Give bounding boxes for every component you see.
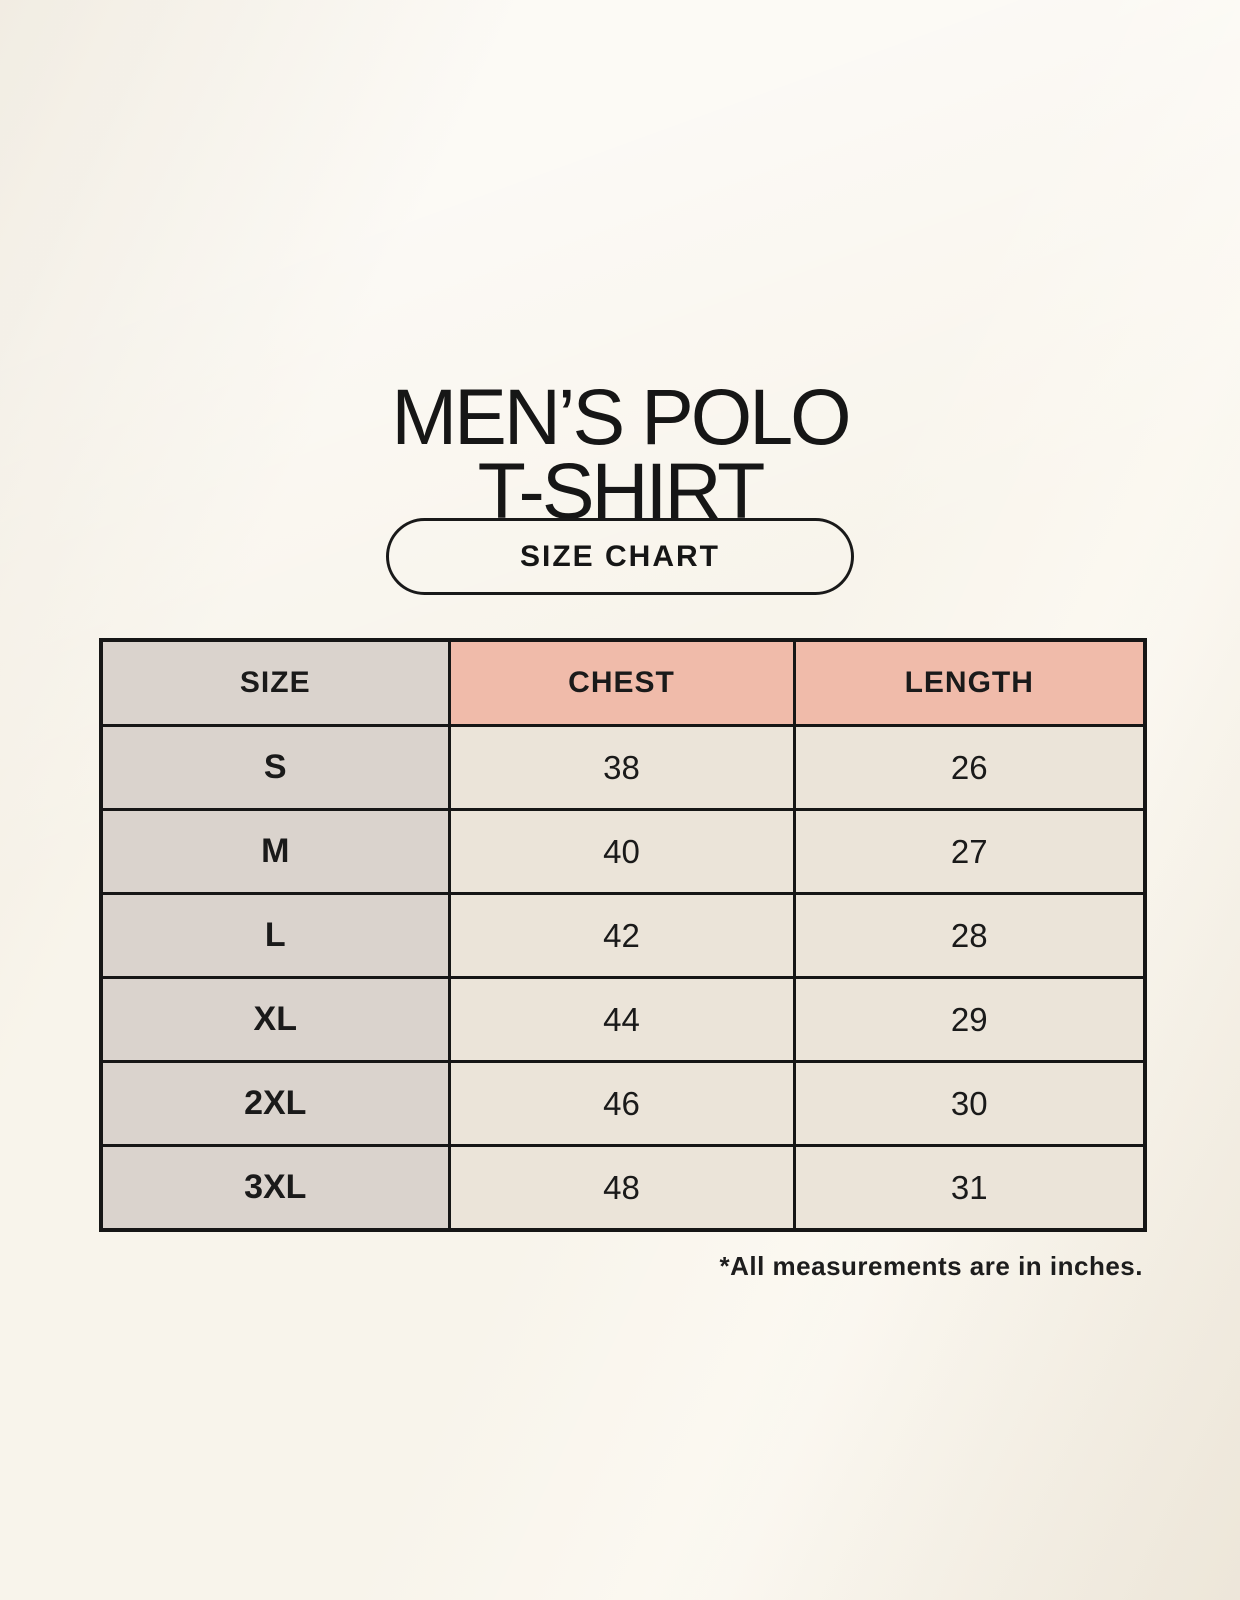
- measurements-footnote: *All measurements are in inches.: [719, 1251, 1143, 1281]
- table-row: 3XL 48 31: [99, 1144, 1147, 1232]
- size-cell: 2XL: [99, 1060, 451, 1147]
- column-header-size: SIZE: [99, 638, 451, 727]
- length-value-cell: 31: [792, 1144, 1147, 1232]
- table-row: L 42 28: [99, 892, 1147, 979]
- chest-value-cell: 46: [447, 1060, 796, 1147]
- size-cell: M: [99, 808, 451, 895]
- size-cell: L: [99, 892, 451, 979]
- chest-value-cell: 42: [447, 892, 796, 979]
- chest-value-cell: 38: [447, 724, 796, 811]
- table-row: XL 44 29: [99, 976, 1147, 1063]
- table-row: M 40 27: [99, 808, 1147, 895]
- column-header-length: LENGTH: [792, 638, 1147, 727]
- table-row: S 38 26: [99, 724, 1147, 811]
- size-chart-badge-label: SIZE CHART: [520, 539, 720, 573]
- length-value-cell: 29: [792, 976, 1147, 1063]
- page-title-line-2: T-SHIRT: [477, 445, 766, 535]
- table-row: 2XL 46 30: [99, 1060, 1147, 1147]
- column-header-chest: CHEST: [447, 638, 796, 727]
- size-cell: S: [99, 724, 451, 811]
- table-header-row: SIZE CHEST LENGTH: [99, 638, 1147, 727]
- length-value-cell: 28: [792, 892, 1147, 979]
- chest-value-cell: 44: [447, 976, 796, 1063]
- chest-value-cell: 40: [447, 808, 796, 895]
- chest-value-cell: 48: [447, 1144, 796, 1232]
- page-title: MEN’S POLO T-SHIRT: [0, 371, 1240, 535]
- length-value-cell: 27: [792, 808, 1147, 895]
- length-value-cell: 26: [792, 724, 1147, 811]
- length-value-cell: 30: [792, 1060, 1147, 1147]
- size-cell: XL: [99, 976, 451, 1063]
- size-chart-badge: SIZE CHART: [386, 518, 854, 595]
- size-cell: 3XL: [99, 1144, 451, 1232]
- size-chart-table: SIZE CHEST LENGTH S 38 26 M 40 27 L 42 2…: [99, 638, 1147, 1232]
- page-title-line-1: MEN’S POLO: [391, 371, 851, 461]
